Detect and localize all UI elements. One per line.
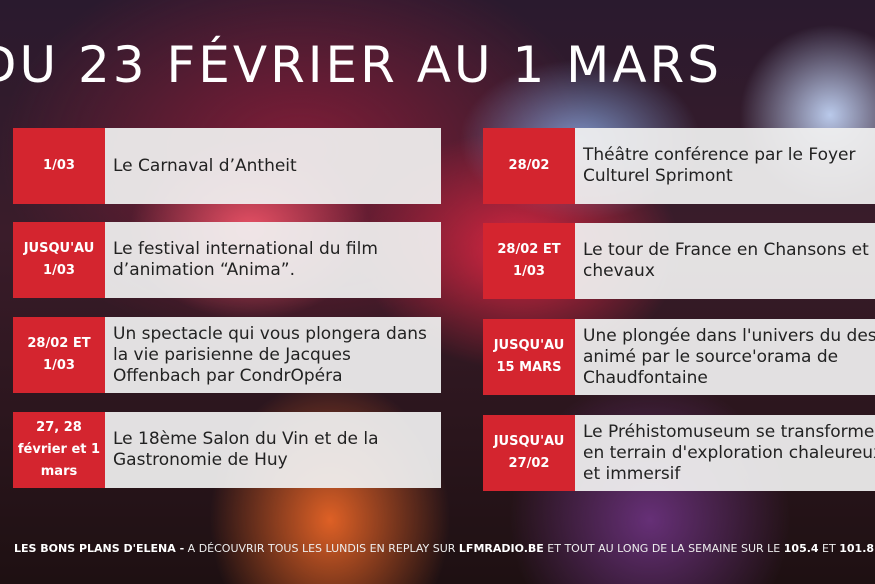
event-date: 28/02 xyxy=(483,128,575,204)
footer-part: ET xyxy=(818,542,840,555)
footer-part: ET TOUT AU LONG DE LA SEMAINE SUR LE xyxy=(543,542,784,555)
event-card: 28/02 ET 1/03 Le tour de France en Chanso… xyxy=(483,223,875,299)
footer-frequency: 105.4 xyxy=(783,542,819,555)
event-text-line: Le Préhistomuseum se transforme xyxy=(583,421,875,442)
footer-frequency: 101.8 xyxy=(839,542,875,555)
event-date: JUSQU'AU 27/02 xyxy=(483,415,575,491)
event-card: 28/02 Théâtre conférence par le Foyer Cult… xyxy=(483,128,875,204)
event-text: Le 18ème Salon du Vin et de la Gastronom… xyxy=(113,429,379,470)
footer-part: A DÉCOUVRIR TOUS LES LUNDIS EN REPLAY SU… xyxy=(184,542,459,555)
event-card: JUSQU'AU 1/03 Le festival international d… xyxy=(13,222,441,298)
event-text-line: Le tour de France en Chansons et en xyxy=(583,240,875,260)
event-text-line: chevaux xyxy=(583,261,655,281)
event-date: 27, 28 février et 1 mars xyxy=(13,412,105,488)
event-text-line: Culturel Sprimont xyxy=(583,166,733,186)
event-text: Le Carnaval d’Antheit xyxy=(113,155,297,176)
event-date: 28/02 ET 1/03 xyxy=(13,317,105,393)
event-card: 1/03 Le Carnaval d’Antheit xyxy=(13,128,441,204)
event-card: 27, 28 février et 1 mars Le 18ème Salon d… xyxy=(13,412,441,488)
event-date: 28/02 ET 1/03 xyxy=(483,223,575,299)
event-date: JUSQU'AU 1/03 xyxy=(13,222,105,298)
event-text-line: Une plongée dans l'univers du dessin xyxy=(583,325,875,346)
event-text-line: et immersif xyxy=(583,463,681,484)
event-card: JUSQU'AU 27/02 Le Préhistomuseum se trans… xyxy=(483,415,875,491)
event-text: Un spectacle qui vous plongera dans la v… xyxy=(113,323,427,386)
event-text-line: en terrain d'exploration chaleureux xyxy=(583,442,875,463)
event-card: JUSQU'AU 15 MARS Une plongée dans l'unive… xyxy=(483,319,875,395)
footer-text: LES BONS PLANS D'ELENA - A DÉCOUVRIR TOU… xyxy=(14,542,875,555)
event-text-line: Chaudfontaine xyxy=(583,367,708,388)
event-text-line: animé par le source'orama de xyxy=(583,346,839,367)
footer-brand: LES BONS PLANS D'ELENA - xyxy=(14,542,185,555)
event-date: 1/03 xyxy=(13,128,105,204)
page-title: DU 23 FÉVRIER AU 1 MARS xyxy=(0,36,722,94)
event-date: JUSQU'AU 15 MARS xyxy=(483,319,575,395)
footer-site: LFMRADIO.BE xyxy=(458,542,544,555)
event-text: Le festival international du film d’anim… xyxy=(113,239,378,280)
event-card: 28/02 ET 1/03 Un spectacle qui vous plong… xyxy=(13,317,441,393)
event-text-line: Théâtre conférence par le Foyer xyxy=(583,145,856,165)
